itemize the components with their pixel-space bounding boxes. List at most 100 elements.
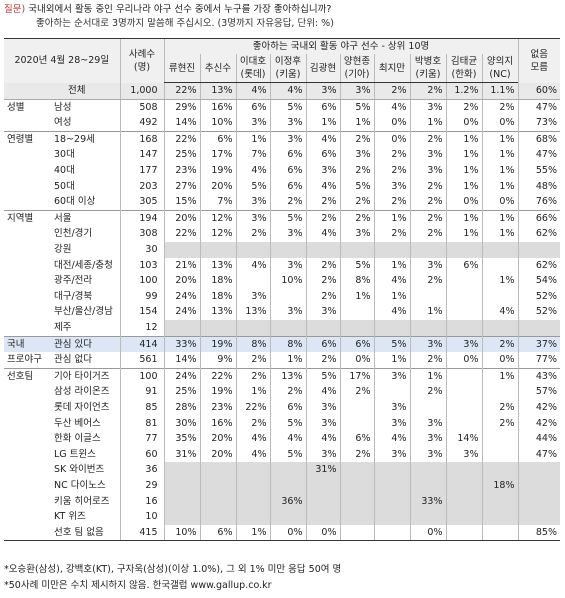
none-cell: 57% bbox=[517, 384, 560, 400]
value-cell: 6% bbox=[305, 98, 340, 116]
value-cell: 2% bbox=[235, 367, 270, 385]
row-group-label bbox=[4, 147, 50, 163]
sample-count: 147 bbox=[119, 147, 164, 164]
value-cell bbox=[269, 462, 306, 478]
value-cell bbox=[339, 320, 374, 337]
sample-count: 414 bbox=[119, 335, 164, 353]
value-cell bbox=[339, 477, 374, 494]
sample-count: 308 bbox=[119, 226, 164, 243]
row-group-label bbox=[4, 304, 50, 320]
value-cell: 3% bbox=[339, 226, 374, 243]
table-row: KT 위즈 10 bbox=[4, 509, 560, 525]
value-cell: 6% bbox=[199, 130, 236, 148]
value-cell: 4% bbox=[373, 304, 410, 320]
table-row: 성별 남성 508 29% 16% 6% 5% 6% 5% 4% 3% 2% 2% 47% bbox=[4, 98, 560, 116]
value-cell: 5% bbox=[305, 367, 340, 385]
value-cell: 4% bbox=[269, 82, 306, 100]
value-cell: 4% bbox=[269, 431, 306, 447]
value-cell: 3% bbox=[269, 115, 306, 132]
value-cell: 3% bbox=[269, 257, 306, 274]
table-row: 강원 30 bbox=[4, 242, 560, 258]
value-cell bbox=[373, 477, 410, 494]
value-cell: 1% bbox=[481, 367, 518, 385]
sample-count: 91 bbox=[119, 384, 164, 400]
value-cell: 3% bbox=[409, 147, 446, 164]
row-label: 선호 팀 없음 bbox=[50, 524, 120, 542]
value-cell: 18% bbox=[199, 273, 236, 289]
row-group-label bbox=[4, 416, 50, 432]
value-cell: 7% bbox=[235, 147, 270, 164]
row-label: 인천/경기 bbox=[54, 228, 93, 240]
value-cell: 22% bbox=[163, 82, 200, 100]
table-row: 연령별 18~29세 168 22% 6% 1% 3% 4% 2% 0% 2% 1% 1% 68% bbox=[4, 130, 560, 148]
value-cell: 2% bbox=[235, 352, 270, 369]
sample-count: 492 bbox=[119, 115, 164, 132]
value-cell: 2% bbox=[339, 209, 374, 227]
sample-count: 305 bbox=[119, 194, 164, 211]
value-cell: 2% bbox=[305, 273, 340, 289]
value-cell bbox=[481, 431, 518, 447]
value-cell bbox=[199, 462, 236, 478]
row-label: 광주/전라 bbox=[54, 275, 93, 287]
value-cell: 20% bbox=[163, 273, 200, 289]
value-cell: 14% bbox=[163, 115, 200, 132]
value-cell: 25% bbox=[163, 147, 200, 164]
value-cell: 16% bbox=[199, 415, 236, 432]
value-cell bbox=[199, 493, 236, 510]
row-label: 삼성 라이온즈 bbox=[54, 386, 110, 398]
row-group-label bbox=[4, 447, 50, 463]
none-cell bbox=[517, 462, 560, 478]
value-cell: 3% bbox=[305, 304, 340, 320]
player-header: 이정후 (키움) bbox=[269, 54, 306, 84]
value-cell: 3% bbox=[235, 209, 270, 227]
table-row: 40대 177 23% 19% 4% 6% 3% 2% 2% 3% 1% 1% 55% bbox=[4, 163, 560, 179]
player-header: 박병호 (키움) bbox=[409, 54, 446, 84]
value-cell: 1% bbox=[481, 147, 518, 164]
none-cell: 66% bbox=[517, 209, 560, 227]
value-cell: 2% bbox=[339, 194, 374, 211]
row-group-label bbox=[4, 509, 50, 525]
value-cell: 2% bbox=[339, 384, 374, 400]
value-cell bbox=[445, 273, 482, 289]
value-cell: 15% bbox=[163, 194, 200, 211]
value-cell: 35% bbox=[163, 431, 200, 447]
value-cell bbox=[269, 509, 306, 525]
value-cell: 20% bbox=[163, 209, 200, 227]
none-cell: 73% bbox=[517, 115, 560, 132]
value-cell: 1% bbox=[445, 209, 482, 227]
sample-count: 16 bbox=[119, 493, 164, 510]
value-cell: 2% bbox=[269, 384, 306, 400]
value-cell bbox=[199, 509, 236, 525]
value-cell bbox=[305, 493, 340, 510]
value-cell: 0% bbox=[373, 115, 410, 132]
player-header: 류현진 bbox=[163, 54, 200, 84]
value-cell bbox=[305, 320, 340, 337]
value-cell bbox=[445, 367, 482, 385]
value-cell: 3% bbox=[409, 163, 446, 179]
sample-count: 154 bbox=[119, 304, 164, 320]
value-cell bbox=[163, 493, 200, 510]
value-cell bbox=[445, 399, 482, 416]
row-label: 기아 타이거즈 bbox=[50, 367, 120, 385]
value-cell: 3% bbox=[305, 163, 340, 179]
none-cell: 62% bbox=[517, 226, 560, 243]
value-cell bbox=[445, 477, 482, 494]
value-cell: 2% bbox=[269, 194, 306, 211]
sample-count: 168 bbox=[119, 130, 164, 148]
row-label: 관심 없다 bbox=[54, 354, 92, 366]
row-group-label: 선호팀 bbox=[4, 367, 50, 385]
value-cell bbox=[445, 462, 482, 478]
player-header: 김태균 (한화) bbox=[445, 54, 482, 84]
value-cell: 3% bbox=[339, 147, 374, 164]
value-cell bbox=[269, 477, 306, 494]
value-cell: 2% bbox=[481, 335, 518, 353]
survey-date: 2020년 4월 28~29일 bbox=[4, 37, 120, 83]
table-row: 여성 492 14% 10% 3% 3% 1% 1% 0% 1% 0% 0% 73% bbox=[4, 115, 560, 132]
value-cell: 1% bbox=[445, 147, 482, 164]
value-cell bbox=[339, 415, 374, 432]
value-cell bbox=[163, 462, 200, 478]
value-cell: 1% bbox=[373, 352, 410, 369]
footnote-2: *50사례 미만은 수치 제시하지 않음. 한국갤럽 www.gallup.co… bbox=[4, 580, 272, 591]
row-label: 남성 bbox=[50, 98, 120, 116]
value-cell bbox=[199, 477, 236, 494]
